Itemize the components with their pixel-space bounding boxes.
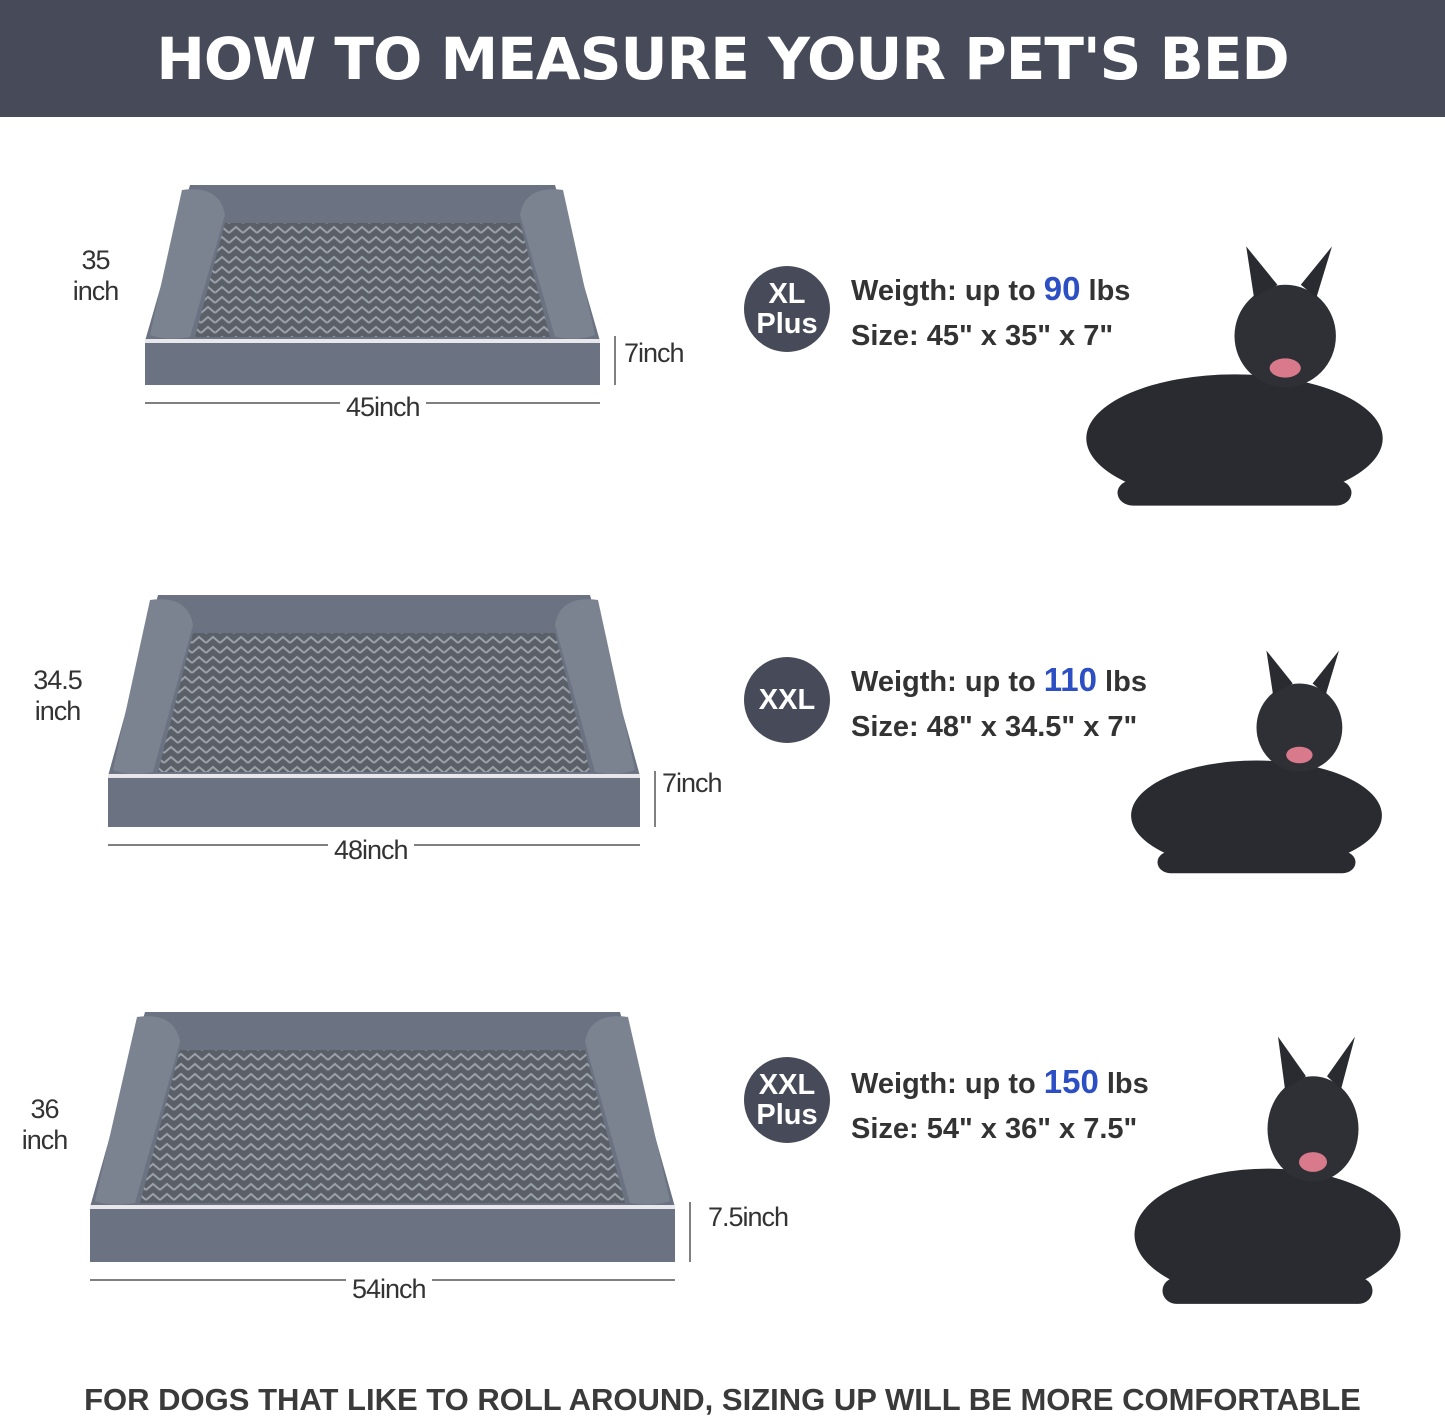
great-dane-dog-icon <box>1131 650 1382 874</box>
bed-cushion <box>140 1050 625 1203</box>
bed-piping <box>145 339 600 343</box>
weight-value: 150 <box>1043 1063 1099 1100</box>
height-label: 7inch <box>662 768 723 798</box>
size-info: Weigth: up to 150 lbs Size: 54" x 36" x … <box>851 1059 1149 1152</box>
depth-unit: inch <box>34 696 82 726</box>
width-label: 54inch <box>346 1274 432 1305</box>
depth-label: 34.5 inch <box>30 665 85 727</box>
bed-illustration <box>108 595 848 935</box>
dog-photo <box>1075 645 1405 920</box>
bed-drawing <box>145 185 616 404</box>
weight-value: 90 <box>1043 270 1081 307</box>
depth-value: 35 <box>81 245 110 275</box>
header-banner: HOW TO MEASURE YOUR PET'S BED <box>0 0 1445 117</box>
page-title: HOW TO MEASURE YOUR PET'S BED <box>156 24 1289 93</box>
depth-label: 35 inch <box>68 245 123 307</box>
height-label: 7inch <box>624 338 685 368</box>
depth-value: 36 <box>30 1094 59 1124</box>
weight-unit: lbs <box>1080 275 1131 307</box>
size-badge: XXL <box>744 657 830 743</box>
bed-piping <box>108 773 640 778</box>
footer-note: FOR DOGS THAT LIKE TO ROLL AROUND, SIZIN… <box>84 1382 1361 1417</box>
badge-size: XL <box>768 278 806 310</box>
badge-plus: Plus <box>756 308 818 340</box>
bed-piping <box>90 1205 675 1209</box>
depth-value: 34.5 <box>33 665 83 695</box>
bed-illustration <box>90 1012 830 1352</box>
depth-label: 36 inch <box>17 1094 72 1156</box>
bed-drawing <box>108 595 656 846</box>
bed-bolster-right <box>520 189 595 339</box>
weight-line: Weigth: up to 110 lbs <box>851 657 1147 705</box>
badge-plus: Plus <box>756 1099 818 1131</box>
depth-unit: inch <box>21 1125 69 1155</box>
height-label: 7.5inch <box>708 1202 789 1232</box>
width-label: 48inch <box>328 835 414 866</box>
size-badge: XXL Plus <box>744 1057 830 1143</box>
weight-prefix: Weigth: up to <box>851 666 1044 698</box>
size-info: Weigth: up to 110 lbs Size: 48" x 34.5" … <box>851 657 1147 750</box>
width-label: 45inch <box>340 392 426 423</box>
bed-illustration <box>145 185 885 525</box>
badge-size: XXL <box>758 684 816 716</box>
dog-photo <box>1075 1030 1425 1360</box>
weight-prefix: Weigth: up to <box>851 1068 1044 1100</box>
size-dimensions: Size: 45" x 35" x 7" <box>851 320 1114 352</box>
bed-bolster-right <box>585 1016 670 1205</box>
dog-photo <box>1020 240 1410 560</box>
weight-unit: lbs <box>1098 1068 1149 1100</box>
cane-corso-dog-icon <box>1134 1036 1401 1304</box>
bed-bolster-left <box>150 189 225 339</box>
weight-unit: lbs <box>1097 666 1147 698</box>
weight-line: Weigth: up to 150 lbs <box>851 1059 1149 1107</box>
size-dimensions: Size: 48" x 34.5" x 7" <box>851 711 1138 743</box>
bed-cushion <box>195 223 550 337</box>
weight-prefix: Weigth: up to <box>851 275 1044 307</box>
bed-bolster-left <box>95 1016 180 1205</box>
german-shepherd-dog-icon <box>1086 246 1383 506</box>
depth-unit: inch <box>72 276 120 306</box>
badge-size: XXL <box>758 1069 816 1101</box>
bed-bolster-right <box>555 599 635 774</box>
size-badge: XL Plus <box>744 266 830 352</box>
bed-cushion <box>158 633 590 772</box>
size-dimensions: Size: 54" x 36" x 7.5" <box>851 1113 1138 1145</box>
weight-line: Weigth: up to 90 lbs <box>851 266 1130 314</box>
weight-value: 110 <box>1043 661 1097 698</box>
bed-drawing <box>90 1012 691 1281</box>
size-info: Weigth: up to 90 lbs Size: 45" x 35" x 7… <box>851 266 1130 359</box>
bed-bolster-left <box>113 599 193 774</box>
